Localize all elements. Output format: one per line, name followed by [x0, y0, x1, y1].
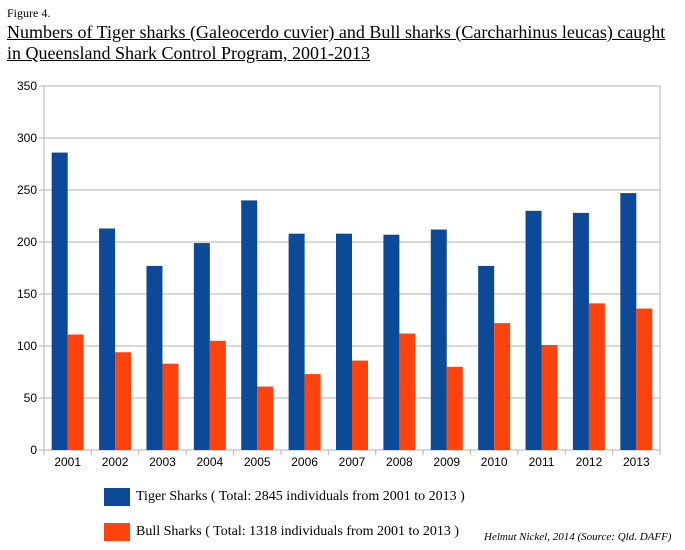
bar-bull	[352, 360, 368, 450]
bar-tiger	[430, 229, 447, 450]
bar-tiger	[241, 200, 258, 450]
bar-bull	[541, 344, 558, 450]
bar-bull	[115, 352, 132, 450]
legend-swatch-tiger	[104, 488, 130, 506]
bar-bull	[304, 374, 321, 450]
bar-bull	[588, 303, 605, 450]
y-tick-label: 300	[17, 131, 37, 145]
y-tick-label: 50	[24, 391, 38, 405]
y-tick-label: 350	[17, 79, 37, 93]
y-tick-label: 0	[30, 443, 37, 457]
x-tick-label: 2001	[54, 455, 81, 469]
x-tick-label: 2010	[481, 455, 508, 469]
source-credit: Helmut Nickel, 2014 (Source: Qld. DAFF)	[484, 531, 672, 543]
bar-tiger	[146, 265, 163, 450]
legend-label-tiger: Tiger Sharks ( Total: 2845 individuals f…	[136, 489, 465, 504]
y-tick-label: 150	[17, 287, 37, 301]
bar-bull	[399, 333, 416, 450]
x-tick-label: 2013	[623, 455, 650, 469]
bar-tiger	[51, 152, 68, 450]
y-tick-label: 250	[17, 183, 37, 197]
figure-label: Figure 4.	[7, 6, 51, 20]
bar-tiger	[288, 233, 305, 450]
bar-tiger	[572, 212, 589, 450]
x-tick-label: 2002	[102, 455, 129, 469]
bar-bull	[257, 386, 274, 450]
bar-bull	[446, 366, 463, 450]
x-tick-label: 2006	[291, 455, 318, 469]
bar-bull	[494, 323, 511, 450]
y-tick-label: 200	[17, 235, 37, 249]
bar-tiger	[620, 193, 637, 450]
bar-tiger	[383, 234, 400, 450]
bar-tiger	[478, 265, 495, 450]
legend-swatch-bull	[104, 523, 130, 541]
bar-bull	[67, 334, 84, 450]
x-tick-label: 2012	[576, 455, 603, 469]
x-tick-label: 2003	[149, 455, 176, 469]
x-tick-label: 2007	[339, 455, 366, 469]
chart-title: Numbers of Tiger sharks (Galeocerdo cuvi…	[7, 22, 666, 63]
x-tick-label: 2004	[196, 455, 223, 469]
bar-bull	[636, 308, 653, 450]
bar-tiger	[193, 243, 210, 450]
x-tick-label: 2005	[244, 455, 271, 469]
bar-tiger	[525, 210, 542, 450]
bar-tiger	[336, 233, 352, 450]
bar-bull	[162, 363, 179, 450]
x-tick-label: 2009	[433, 455, 460, 469]
legend-bull: Bull Sharks ( Total: 1318 individuals fr…	[104, 523, 459, 541]
y-tick-label: 100	[17, 339, 37, 353]
x-tick-label: 2011	[529, 455, 555, 469]
bar-bull	[209, 340, 226, 450]
bar-tiger	[99, 228, 116, 450]
legend-tiger: Tiger Sharks ( Total: 2845 individuals f…	[104, 488, 465, 506]
legend-label-bull: Bull Sharks ( Total: 1318 individuals fr…	[136, 524, 460, 539]
x-tick-label: 2008	[386, 455, 413, 469]
